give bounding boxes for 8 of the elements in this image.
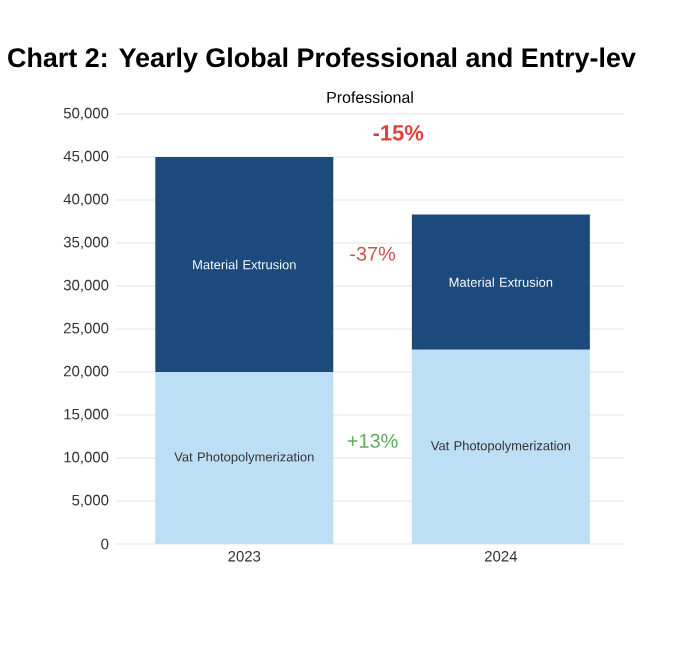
bar	[155, 156, 334, 372]
bar	[411, 214, 590, 350]
annotation: -37%	[350, 246, 396, 261]
chart-title: Chart 2: Yearly Global Professional and Entry-lev	[8, 47, 636, 73]
bar	[155, 372, 334, 544]
bar	[411, 349, 590, 544]
annotation: -15%	[373, 125, 424, 141]
annotation: +13%	[347, 433, 398, 448]
